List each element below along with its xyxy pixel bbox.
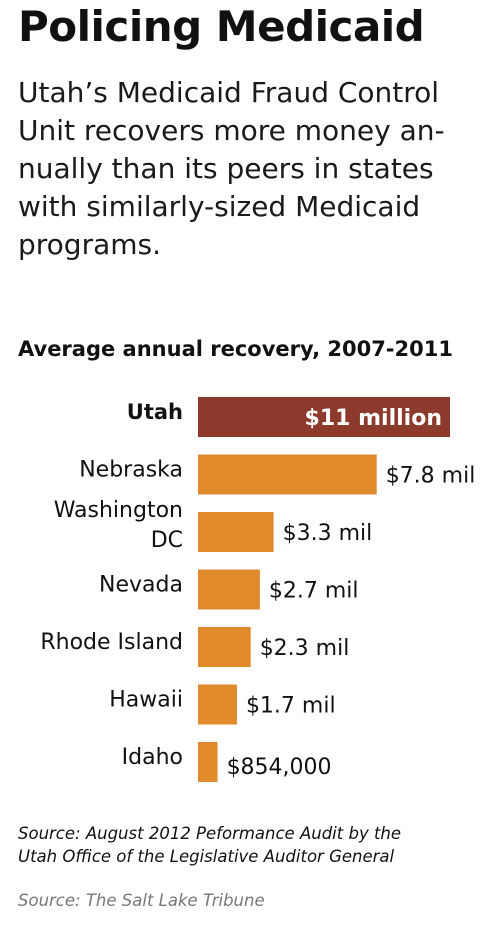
bar-hawaii (198, 684, 237, 725)
value-label: $2.3 mil (260, 636, 350, 661)
category-label: Nebraska (79, 458, 183, 483)
subtitle-line: programs. (18, 228, 162, 261)
source-line: Source: August 2012 Peformance Audit by … (18, 824, 402, 843)
category-label: Washington DC (54, 498, 183, 553)
bar-washington-dc (198, 512, 274, 552)
value-label: $1.7 mil (246, 694, 336, 719)
bar-chart: Utah $11 million Nebraska $7.8 mil Washingto… (40, 397, 476, 782)
subtitle-line: with similarly-sized Medicaid (18, 190, 421, 223)
value-label: $3.3 mil (283, 521, 373, 546)
category-label: Rhode Island (40, 630, 183, 655)
category-label: Idaho (122, 745, 183, 770)
bar-utah (198, 397, 450, 437)
value-label: $7.8 mil (386, 464, 476, 489)
value-label: $11 million (305, 406, 442, 431)
bar-nebraska (198, 454, 377, 495)
chart-title: Average annual recovery, 2007-2011 (18, 337, 453, 361)
source-credit: Source: The Salt Lake Tribune (18, 891, 265, 910)
subtitle-line: Unit recovers more money an- (18, 114, 445, 147)
bar-idaho (198, 742, 218, 782)
page-title: Policing Medicaid (18, 2, 425, 51)
category-label: Nevada (99, 573, 183, 598)
bar-rhode-island (198, 627, 251, 667)
bar-nevada (198, 569, 260, 610)
subtitle: Utah’s Medicaid Fraud Control Unit recov… (18, 74, 488, 264)
source-note: Source: August 2012 Peformance Audit by … (18, 822, 401, 868)
category-label: Hawaii (109, 688, 183, 713)
category-label: Utah (127, 400, 183, 424)
subtitle-line: nually than its peers in states (18, 152, 434, 185)
value-label: $854,000 (227, 755, 332, 780)
subtitle-line: Utah’s Medicaid Fraud Control (18, 76, 440, 109)
source-line: Utah Office of the Legislative Auditor G… (18, 847, 395, 866)
value-label: $2.7 mil (269, 579, 359, 604)
